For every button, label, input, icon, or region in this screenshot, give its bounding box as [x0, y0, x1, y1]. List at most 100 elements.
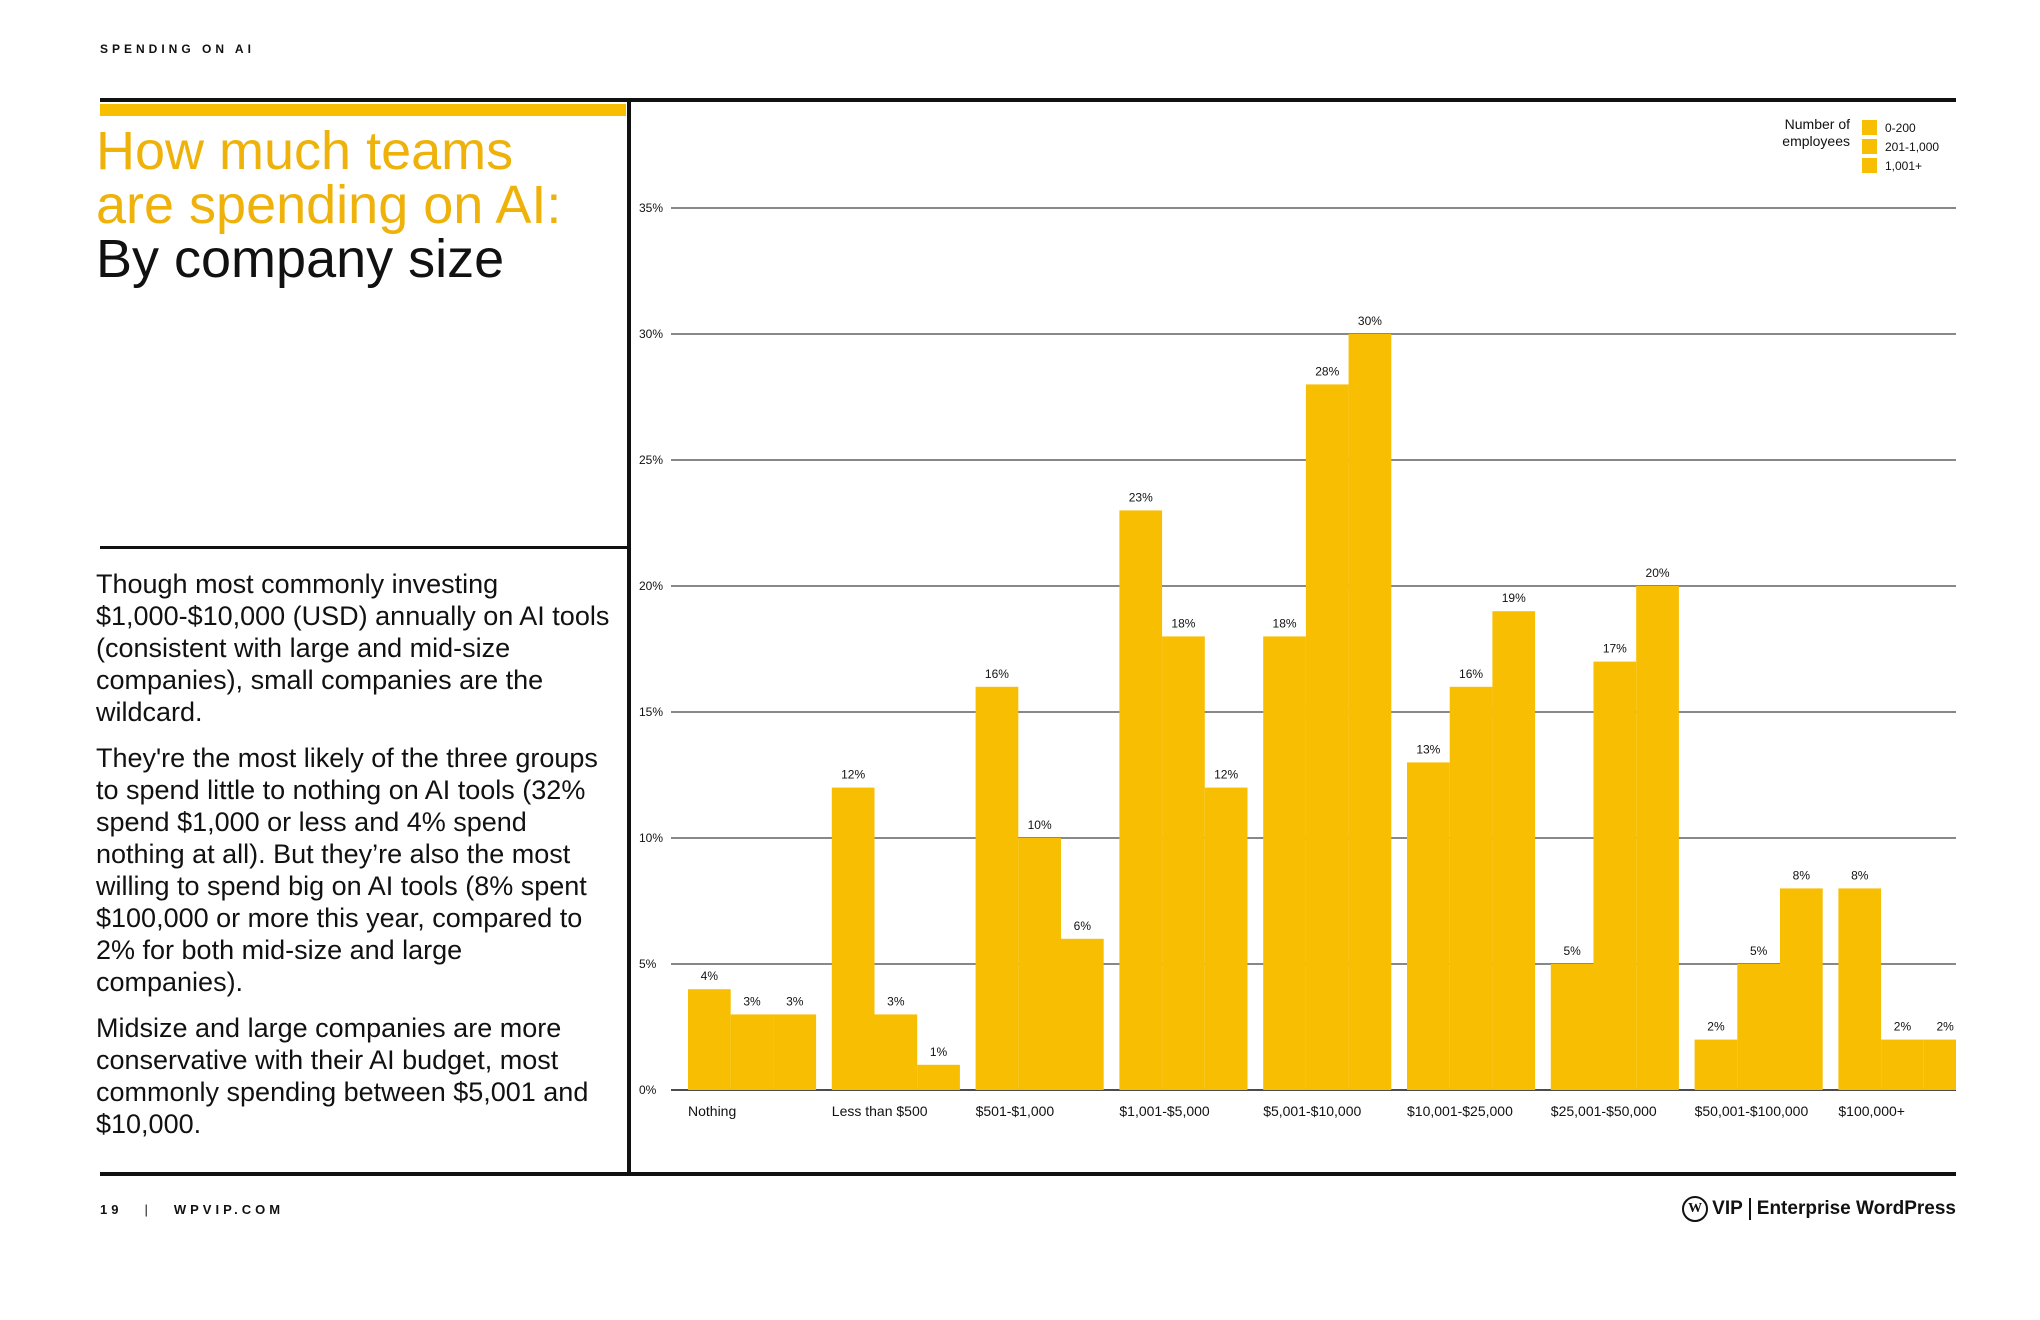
- bar: [1881, 1039, 1924, 1090]
- bar: [1550, 964, 1594, 1090]
- wordpress-logo-icon: W: [1682, 1196, 1709, 1222]
- data-label: 5%: [1563, 944, 1581, 958]
- data-label: 28%: [1315, 364, 1339, 378]
- bar: [1923, 1039, 1956, 1090]
- bar: [874, 1014, 918, 1090]
- category-label: Nothing: [688, 1103, 736, 1119]
- body-paragraph-3: Midsize and large companies are more con…: [96, 1013, 589, 1139]
- body-paragraph-2: They're the most likely of the three gro…: [96, 743, 598, 997]
- data-label: 18%: [1273, 616, 1297, 630]
- data-label: 23%: [1129, 490, 1153, 504]
- y-tick-label: 35%: [639, 201, 663, 215]
- data-label: 8%: [1851, 868, 1869, 882]
- legend-swatch: [1862, 120, 1877, 135]
- bar: [1449, 686, 1493, 1090]
- data-label: 16%: [1459, 667, 1483, 681]
- data-label: 8%: [1793, 868, 1811, 882]
- y-tick-label: 15%: [639, 705, 663, 719]
- body-text: Though most commonly investing $1,000-$1…: [96, 568, 616, 1154]
- data-label: 3%: [743, 994, 761, 1008]
- bar: [1838, 888, 1882, 1090]
- data-label: 1%: [930, 1045, 948, 1059]
- data-label: 2%: [1936, 1020, 1954, 1034]
- page-title: How much teams are spending on AI: By co…: [96, 124, 561, 286]
- data-label: 20%: [1646, 566, 1670, 580]
- title-line-2: are spending on AI:: [96, 175, 562, 235]
- category-label: $10,001-$25,000: [1407, 1103, 1513, 1119]
- bar: [1593, 661, 1637, 1090]
- body-paragraph-1: Though most commonly investing $1,000-$1…: [96, 569, 610, 727]
- footer-left: 19 | WPVIP.COM: [100, 1202, 284, 1217]
- bar: [1492, 611, 1536, 1090]
- data-label: 6%: [1074, 919, 1092, 933]
- data-label: 4%: [701, 969, 719, 983]
- bar: [975, 686, 1019, 1090]
- brand-vip: VIP: [1712, 1198, 1743, 1219]
- bar: [730, 1014, 774, 1090]
- bottom-divider: [100, 1172, 1956, 1176]
- data-label: 19%: [1502, 591, 1526, 605]
- data-label: 3%: [786, 994, 804, 1008]
- category-label: $5,001-$10,000: [1263, 1103, 1361, 1119]
- bar: [1263, 636, 1306, 1090]
- data-label: 3%: [887, 994, 905, 1008]
- category-label: $100,000+: [1838, 1103, 1905, 1119]
- category-label: Less than $500: [832, 1103, 928, 1119]
- bar-chart: 0% 5% 10% 15% 20% 25% 30% 35% 4% 3% 3% Nothing 12% 3%…: [639, 201, 1956, 1119]
- y-tick-label: 10%: [639, 831, 663, 845]
- footer-separator: |: [144, 1202, 152, 1217]
- y-tick-label: 20%: [639, 579, 663, 593]
- bar: [917, 1064, 960, 1090]
- bar: [1018, 838, 1061, 1090]
- data-label: 10%: [1028, 818, 1052, 832]
- y-tick-label: 25%: [639, 453, 663, 467]
- data-label: 2%: [1707, 1020, 1725, 1034]
- legend: 0-200 201-1,000 1,001+: [1862, 118, 1939, 175]
- bar: [1780, 888, 1823, 1090]
- brand-name: Enterprise WordPress: [1756, 1198, 1956, 1219]
- bar: [1348, 334, 1392, 1090]
- y-tick-label: 5%: [639, 957, 657, 971]
- accent-band: [100, 104, 626, 116]
- bar: [1636, 586, 1679, 1090]
- bar: [1204, 787, 1248, 1090]
- data-label: 13%: [1416, 742, 1440, 756]
- bar: [1407, 762, 1450, 1090]
- legend-label: 201-1,000: [1885, 139, 1940, 154]
- legend-item-small: 0-200: [1862, 118, 1939, 137]
- site-link[interactable]: WPVIP.COM: [173, 1202, 285, 1217]
- vertical-divider: [627, 98, 631, 1176]
- left-panel-divider: [100, 546, 627, 549]
- section-kicker: SPENDING ON AI: [100, 42, 255, 56]
- category-label: $25,001-$50,000: [1551, 1103, 1657, 1119]
- data-label: 17%: [1603, 642, 1627, 656]
- bar: [1694, 1039, 1738, 1090]
- data-label: 12%: [1214, 768, 1238, 782]
- category-label: $501-$1,000: [976, 1103, 1055, 1119]
- data-label: 18%: [1171, 616, 1195, 630]
- y-tick-label: 30%: [639, 327, 663, 341]
- title-line-1: How much teams: [96, 121, 514, 181]
- bar: [1061, 938, 1104, 1090]
- bar: [1305, 384, 1349, 1090]
- data-label: 5%: [1750, 944, 1768, 958]
- bar: [1119, 510, 1163, 1090]
- legend-swatch: [1862, 158, 1877, 173]
- brand-divider: [1748, 1198, 1751, 1220]
- title-line-3: By company size: [96, 229, 505, 289]
- y-tick-label: 0%: [639, 1083, 657, 1097]
- data-label: 16%: [985, 667, 1009, 681]
- bar: [773, 1014, 817, 1090]
- legend-label: 1,001+: [1885, 158, 1923, 173]
- legend-label: 0-200: [1885, 120, 1916, 135]
- legend-title-line-2: employees: [1782, 133, 1850, 149]
- legend-swatch: [1862, 139, 1877, 154]
- legend-item-large: 1,001+: [1862, 156, 1939, 175]
- page-number: 19: [100, 1202, 123, 1217]
- data-label: 12%: [841, 768, 865, 782]
- legend-title: Number of employees: [1752, 116, 1850, 150]
- bar: [1162, 636, 1205, 1090]
- data-label: 2%: [1894, 1020, 1912, 1034]
- category-label: $1,001-$5,000: [1119, 1103, 1210, 1119]
- category-label: $50,001-$100,000: [1695, 1103, 1809, 1119]
